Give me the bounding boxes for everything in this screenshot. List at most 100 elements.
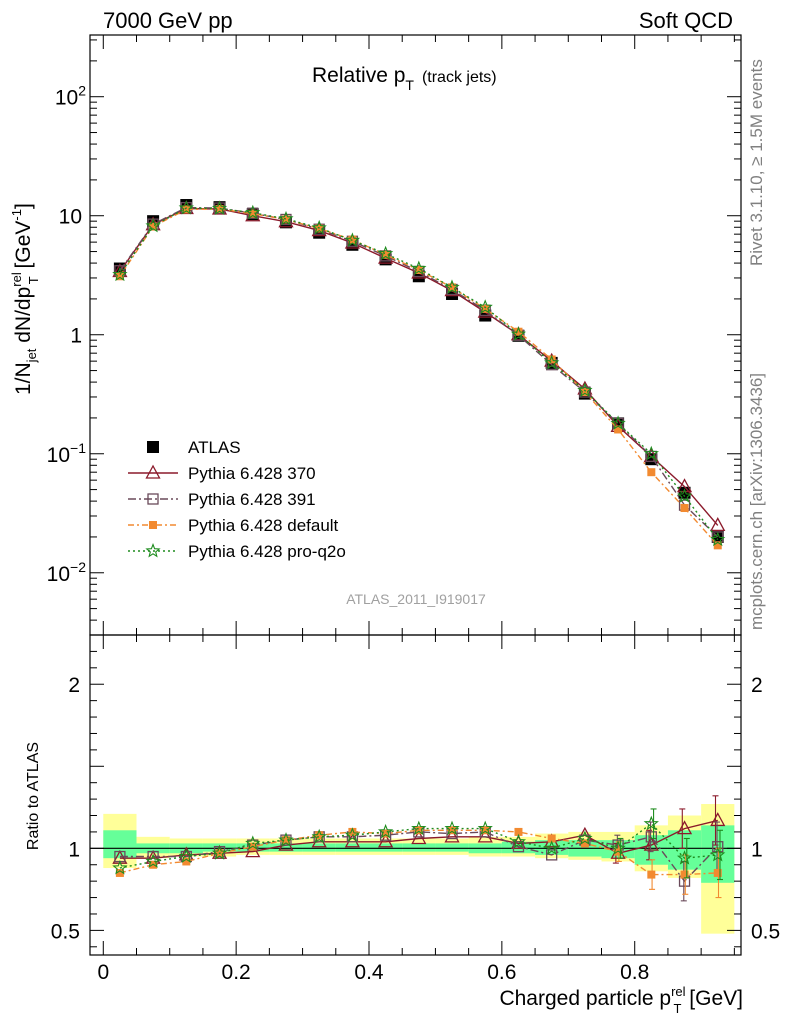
point-pythia-6-428-default: [448, 283, 457, 292]
top-y-tick-label: 10−1: [47, 440, 87, 467]
green-band: [302, 843, 336, 852]
ratio-point-pythia-6-428-default: [115, 868, 124, 877]
legend: ATLAS Pythia 6.428 370 Pythia 6.428 391 Pyt…: [128, 438, 346, 561]
point-pythia-6-428-default: [115, 272, 124, 281]
point-pythia-6-428-default: [614, 425, 623, 434]
bottom-y-tick-label-right: 2: [751, 674, 763, 697]
x-tick-label: 0.8: [620, 961, 649, 984]
watermark: ATLAS_2011_I919017: [346, 591, 486, 607]
point-pythia-6-428-default: [381, 250, 390, 259]
x-tick-label: 0: [97, 961, 109, 984]
xlabel-part-t: T: [674, 1001, 682, 1016]
ylabel-part-d: ]: [12, 203, 35, 209]
point-pythia-6-428-default: [215, 204, 224, 213]
top-y-tick-label: 102: [55, 83, 86, 110]
ratio-point-pythia-6-428-pro-q2o: [145, 853, 161, 868]
green-band: [402, 843, 436, 852]
legend-marker-atlas: [147, 441, 159, 453]
point-pythia-6-428-default: [680, 504, 689, 513]
green-band: [335, 843, 369, 852]
ratio-point-pythia-6-428-default: [315, 831, 324, 840]
point-pythia-6-428-391: [579, 386, 591, 398]
ratio-point-pythia-6-428-pro-q2o: [245, 835, 261, 850]
side-rivet-label: Rivet 3.1.10, ≥ 1.5M events: [747, 59, 766, 266]
ratio-point-pythia-6-428-391: [712, 841, 724, 853]
ratio-point-pythia-6-428-default: [713, 868, 722, 877]
point-pythia-6-428-pro-q2o: [311, 219, 327, 235]
ratio-point-pythia-6-428-pro-q2o: [477, 820, 493, 836]
spectrum-series: [112, 199, 726, 550]
point-pythia-6-428-default: [248, 209, 257, 218]
bottom-y-tick-label-right: 1: [751, 838, 763, 861]
xlabel-part-a: Charged particle p: [499, 987, 671, 1010]
ratio-point-pythia-6-428-pro-q2o: [544, 840, 560, 855]
point-pythia-6-428-pro-q2o: [245, 204, 261, 220]
point-pythia-6-428-default: [414, 265, 423, 274]
bottom-y-tick-label: 1: [68, 838, 80, 861]
ratio-line-pythia-6-428-pro-q2o: [119, 822, 718, 869]
green-band: [435, 843, 469, 852]
x-tick-label: 0.4: [354, 961, 384, 984]
ratio-point-pythia-6-428-370: [477, 828, 493, 843]
x-tick-label: 0.6: [487, 961, 516, 984]
green-band: [269, 843, 303, 852]
point-pythia-6-428-default: [647, 468, 656, 477]
ratio-point-pythia-6-428-pro-q2o: [211, 845, 228, 860]
ratio-point-pythia-6-428-default: [514, 827, 523, 836]
bottom-y-axis-label: Ratio to ATLAS: [25, 742, 42, 850]
point-pythia-6-428-default: [182, 205, 191, 214]
title-main: Relative p: [312, 64, 405, 87]
point-pythia-6-428-pro-q2o: [544, 354, 560, 370]
legend-marker-pythia-6-428-pro-q2o: [145, 542, 161, 558]
ratio-point-pythia-6-428-default: [414, 826, 423, 835]
bottom-y-tick-label: 0.5: [51, 920, 80, 943]
ratio-point-pythia-6-428-default: [580, 839, 589, 848]
ratio-point-pythia-6-428-pro-q2o: [311, 828, 327, 844]
point-pythia-6-428-pro-q2o: [676, 488, 693, 503]
point-pythia-6-428-pro-q2o: [178, 200, 194, 215]
ratio-point-pythia-6-428-370: [643, 836, 659, 851]
point-pythia-6-428-default: [281, 215, 290, 224]
top-y-tick-label: 10: [59, 206, 82, 229]
header-left: 7000 GeV pp: [103, 8, 233, 33]
top-panel-title: Relative pT (track jets): [312, 64, 497, 93]
header-right: Soft QCD: [639, 8, 733, 33]
point-pythia-6-428-pro-q2o: [477, 299, 493, 314]
point-pythia-6-428-391: [280, 213, 292, 226]
bottom-panel-frame: [89, 634, 742, 956]
point-pythia-6-428-pro-q2o: [577, 382, 593, 398]
title-extra: (track jets): [422, 69, 497, 86]
legend-marker-pythia-6-428-391: [147, 493, 159, 505]
top-y-tick-label: 1: [70, 325, 82, 348]
ratio-point-pythia-6-428-pro-q2o: [510, 833, 527, 849]
ratio-point-pythia-6-428-391: [512, 841, 525, 853]
green-band: [667, 830, 702, 870]
ratio-point-pythia-6-428-pro-q2o: [710, 846, 726, 862]
ratio-point-pythia-6-428-pro-q2o: [643, 815, 659, 831]
point-pythia-6-428-default: [481, 304, 490, 313]
legend-marker-pythia-6-428-default: [149, 521, 157, 529]
ratio-point-pythia-6-428-370: [676, 820, 693, 835]
bottom-y-tick-label-right: 0.5: [751, 920, 780, 943]
point-pythia-6-428-370: [710, 517, 726, 532]
point-pythia-6-428-pro-q2o: [643, 445, 659, 461]
ratio-point-pythia-6-428-default: [680, 870, 689, 879]
axes: 102 10 1 10−1 10−2 2 2 1 1 0.5 0.5 0 0.2 0.4 0.6 0.8: [47, 34, 780, 984]
point-pythia-6-428-pro-q2o: [710, 531, 726, 547]
legend-label-atlas: ATLAS: [188, 438, 241, 457]
green-band: [501, 841, 536, 854]
point-pythia-6-428-default: [580, 388, 589, 397]
ratio-point-pythia-6-428-pro-q2o: [278, 832, 294, 847]
top-y-axis-label: 1/Njet dN/dprel T [GeV-1]: [9, 203, 41, 395]
ylabel-part-a: 1/N: [12, 362, 35, 395]
top-y-tick-label: 10−2: [47, 559, 87, 586]
point-pythia-6-428-pro-q2o: [278, 210, 294, 226]
ratio-point-pythia-6-428-391: [546, 849, 558, 861]
ylabel-part-c: [GeV: [12, 221, 35, 275]
xlabel-part-b: [GeV]: [683, 987, 743, 1010]
legend-label-pythia-6-428-391: Pythia 6.428 391: [188, 490, 316, 509]
point-pythia-6-428-default: [149, 222, 158, 231]
ratio-point-pythia-6-428-pro-q2o: [344, 827, 361, 842]
ratio-point-pythia-6-428-default: [448, 826, 457, 835]
